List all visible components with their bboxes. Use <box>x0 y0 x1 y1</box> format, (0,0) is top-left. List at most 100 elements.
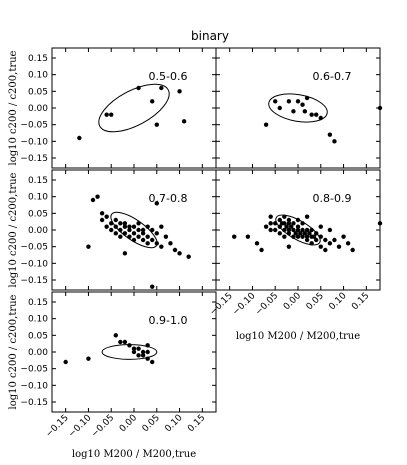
panel-label: 0.7-0.8 <box>149 192 188 205</box>
x-tick-label: 0.15 <box>186 413 207 434</box>
data-point <box>136 353 141 358</box>
x-tick-label: −0.10 <box>67 413 94 440</box>
data-point <box>286 99 292 104</box>
data-point <box>113 333 118 338</box>
data-point <box>341 234 346 239</box>
data-point <box>291 234 296 239</box>
y-tick-label: −0.15 <box>20 398 48 408</box>
data-point <box>122 251 128 256</box>
data-point <box>127 224 132 229</box>
data-point <box>177 251 182 256</box>
data-point <box>86 356 91 361</box>
data-point <box>311 234 317 239</box>
data-point <box>268 221 273 226</box>
data-point <box>327 241 333 246</box>
panel-frame <box>215 47 381 169</box>
data-point <box>268 227 273 233</box>
data-point <box>295 217 301 223</box>
data-point <box>131 346 137 351</box>
data-point <box>154 241 159 246</box>
data-point <box>136 234 141 239</box>
y-tick-label: 0.15 <box>28 176 48 186</box>
y-tick-label: −0.05 <box>20 121 48 131</box>
data-point <box>140 237 146 243</box>
y-tick-label: 0.05 <box>28 331 48 341</box>
data-point <box>295 99 301 104</box>
x-tick-label: −0.15 <box>208 291 235 318</box>
y-tick-label: 0.00 <box>28 104 48 114</box>
data-point <box>282 221 287 226</box>
y-tick-label: −0.15 <box>20 276 48 286</box>
panel-label: 0.5-0.6 <box>149 70 188 83</box>
data-point <box>177 89 182 94</box>
panel-0.6-0.7: 0.6-0.7 <box>215 47 383 169</box>
data-point <box>268 214 273 219</box>
data-point <box>86 244 91 249</box>
data-point <box>304 95 310 101</box>
data-point <box>295 227 301 233</box>
y-tick-label: 0.15 <box>28 298 48 308</box>
ellipse-0.5-0.6 <box>98 83 170 133</box>
data-point <box>136 221 141 226</box>
data-point <box>295 224 301 229</box>
data-point <box>186 254 191 259</box>
panels-group: 0.5-0.60.150.100.050.00−0.05−0.10−0.15lo… <box>8 47 383 460</box>
data-point <box>273 227 278 233</box>
data-point <box>323 237 328 243</box>
x-tick-label: 0.10 <box>163 413 184 434</box>
data-point <box>318 115 323 121</box>
data-point <box>298 231 303 236</box>
data-point <box>282 214 287 219</box>
data-point <box>109 227 114 233</box>
data-point <box>118 227 123 233</box>
data-point <box>154 201 159 206</box>
data-point <box>127 227 132 233</box>
data-point <box>118 234 123 239</box>
data-point <box>118 221 123 226</box>
data-point <box>318 224 323 229</box>
panel-label: 0.9-1.0 <box>149 314 188 327</box>
y-tick-label: −0.15 <box>20 154 48 164</box>
data-point <box>159 244 164 249</box>
data-point <box>314 237 319 243</box>
data-point <box>318 244 323 249</box>
data-point <box>150 284 155 289</box>
data-point <box>295 234 301 239</box>
data-point <box>95 194 100 199</box>
data-point <box>90 197 96 203</box>
data-point <box>145 224 150 229</box>
y-tick-label: 0.15 <box>28 54 48 64</box>
data-point <box>286 244 292 249</box>
y-tick-label: 0.00 <box>28 348 48 358</box>
data-point <box>163 234 169 239</box>
x-tick-label: −0.10 <box>231 291 258 318</box>
data-point <box>300 221 305 226</box>
data-point <box>273 221 278 226</box>
data-point <box>263 224 269 229</box>
data-point <box>304 214 310 219</box>
data-point <box>168 241 173 246</box>
data-point <box>284 224 289 229</box>
data-point <box>131 224 137 229</box>
data-point <box>263 122 269 127</box>
y-tick-label: 0.10 <box>28 71 48 81</box>
data-point <box>113 217 118 223</box>
data-point <box>154 231 159 236</box>
y-axis-label: log10 c200 / c200,true <box>8 172 19 287</box>
data-point <box>104 112 109 117</box>
data-point <box>293 231 298 236</box>
data-point <box>136 346 141 351</box>
data-point <box>118 339 123 345</box>
data-point <box>104 214 109 219</box>
panel-0.9-1.0: 0.9-1.00.150.100.050.00−0.05−0.10−0.15−0… <box>8 291 217 460</box>
data-point <box>302 231 308 236</box>
data-point <box>140 231 146 236</box>
data-point <box>172 247 178 253</box>
y-tick-label: −0.10 <box>20 259 48 269</box>
data-point <box>127 234 132 239</box>
data-point <box>291 227 296 233</box>
data-point <box>145 349 150 355</box>
data-point <box>113 224 118 229</box>
panel-label: 0.8-0.9 <box>313 192 352 205</box>
